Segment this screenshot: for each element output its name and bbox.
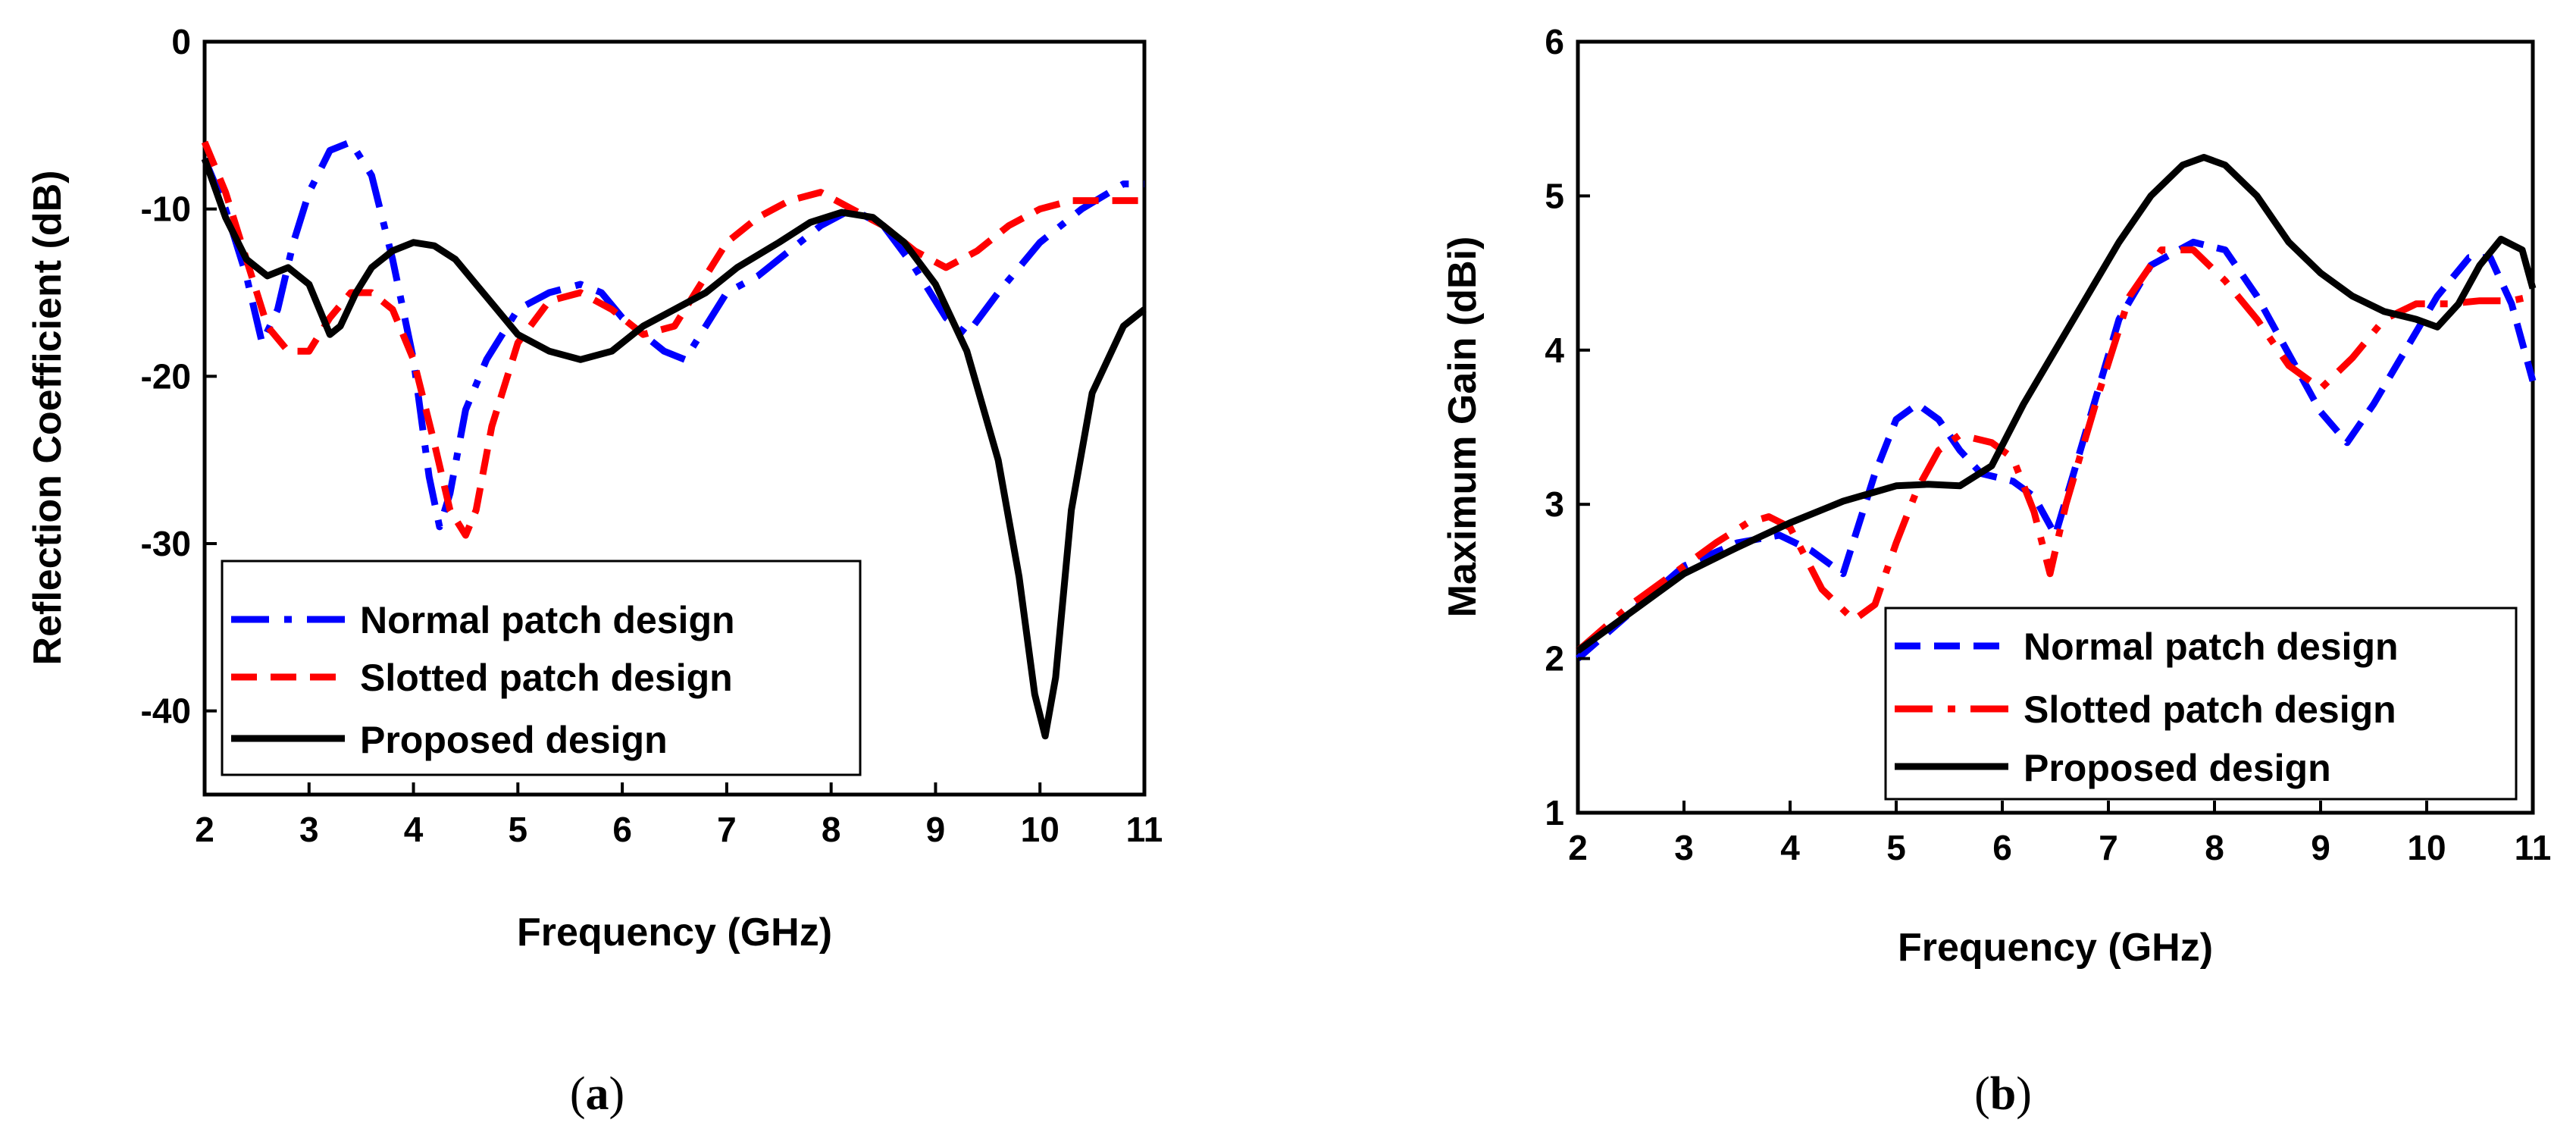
series-line-3 xyxy=(1576,154,2537,654)
caption-close-paren: ) xyxy=(609,1068,625,1120)
x-tick-label: 2 xyxy=(195,810,214,849)
caption-letter: a xyxy=(586,1068,609,1120)
plot-area-frame xyxy=(1576,39,2535,815)
series-layer xyxy=(201,138,1147,740)
y-axis-ticks: 0 -10 -20 -30 -40 xyxy=(141,22,217,731)
series-layer xyxy=(1576,154,2537,661)
x-tick-label: 11 xyxy=(2515,828,2552,867)
panel-caption-b: (b) xyxy=(1974,1068,2032,1120)
series-line-2 xyxy=(1576,246,2534,654)
caption-close-paren: ) xyxy=(2016,1068,2032,1120)
y-axis-ticks: 1 2 3 4 5 6 xyxy=(1545,22,1590,832)
x-tick-label: 3 xyxy=(1674,828,1694,867)
legend: Normal patch design Slotted patch design… xyxy=(221,560,862,776)
x-axis-ticks: 2 3 4 5 6 7 8 9 10 11 xyxy=(195,782,1163,849)
y-tick-label: 0 xyxy=(171,22,191,61)
panel-caption-a: (a) xyxy=(570,1068,624,1120)
y-tick-label: 2 xyxy=(1545,639,1564,679)
legend-label-slotted-patch: Slotted patch design xyxy=(2024,688,2396,731)
x-tick-label: 11 xyxy=(1126,810,1163,849)
x-tick-label: 5 xyxy=(1886,828,1906,867)
legend: Normal patch design Slotted patch design… xyxy=(1884,607,2518,801)
x-tick-label: 7 xyxy=(2099,828,2118,867)
x-tick-label: 4 xyxy=(1780,828,1800,867)
legend-label-proposed: Proposed design xyxy=(2024,747,2331,789)
x-tick-label: 9 xyxy=(2311,828,2330,867)
caption-open-paren: ( xyxy=(570,1068,586,1120)
y-tick-label: -40 xyxy=(141,691,191,731)
legend-label-slotted-patch: Slotted patch design xyxy=(360,657,733,699)
y-tick-label: 6 xyxy=(1545,22,1564,61)
plot-area-frame xyxy=(202,39,1147,797)
x-tick-label: 2 xyxy=(1568,828,1588,867)
x-tick-label: 5 xyxy=(509,810,528,849)
y-tick-label: -30 xyxy=(141,524,191,563)
legend-label-proposed: Proposed design xyxy=(360,719,668,761)
x-tick-label: 8 xyxy=(2205,828,2224,867)
y-axis-label: Maximum Gain (dBi) xyxy=(1441,237,1485,618)
y-tick-label: 3 xyxy=(1545,484,1564,524)
y-tick-label: -10 xyxy=(141,190,191,229)
y-tick-label: 1 xyxy=(1545,793,1564,832)
x-axis-ticks: 2 3 4 5 6 7 8 9 10 11 xyxy=(1568,801,2551,867)
x-axis-label: Frequency (GHz) xyxy=(517,911,832,955)
x-tick-label: 4 xyxy=(404,810,424,849)
x-tick-label: 6 xyxy=(612,810,632,849)
x-tick-label: 10 xyxy=(2407,828,2446,867)
y-tick-label: -20 xyxy=(141,356,191,396)
y-axis-label: Reflection Coefficient (dB) xyxy=(26,171,70,666)
caption-letter: b xyxy=(1990,1068,2016,1120)
x-tick-label: 8 xyxy=(822,810,841,849)
x-tick-label: 3 xyxy=(299,810,319,849)
legend-label-normal-patch: Normal patch design xyxy=(2024,625,2399,668)
x-tick-label: 10 xyxy=(1021,810,1060,849)
x-tick-label: 6 xyxy=(1992,828,2012,867)
legend-label-normal-patch: Normal patch design xyxy=(360,599,735,641)
series-line-1 xyxy=(1576,238,2537,661)
panel-a-reflection-coefficient-chart: 2 3 4 5 6 7 8 9 10 11 0 -10 -20 -30 -40 Frequency (GH… xyxy=(26,22,1163,1120)
x-tick-label: 9 xyxy=(926,810,946,849)
series-line-3 xyxy=(201,157,1147,740)
y-tick-label: 5 xyxy=(1545,176,1564,215)
series-line-2 xyxy=(201,140,1144,539)
x-tick-label: 7 xyxy=(717,810,737,849)
series-line-1 xyxy=(201,138,1144,531)
x-axis-label: Frequency (GHz) xyxy=(1898,926,2213,970)
y-tick-label: 4 xyxy=(1545,331,1564,370)
caption-open-paren: ( xyxy=(1974,1068,1990,1120)
